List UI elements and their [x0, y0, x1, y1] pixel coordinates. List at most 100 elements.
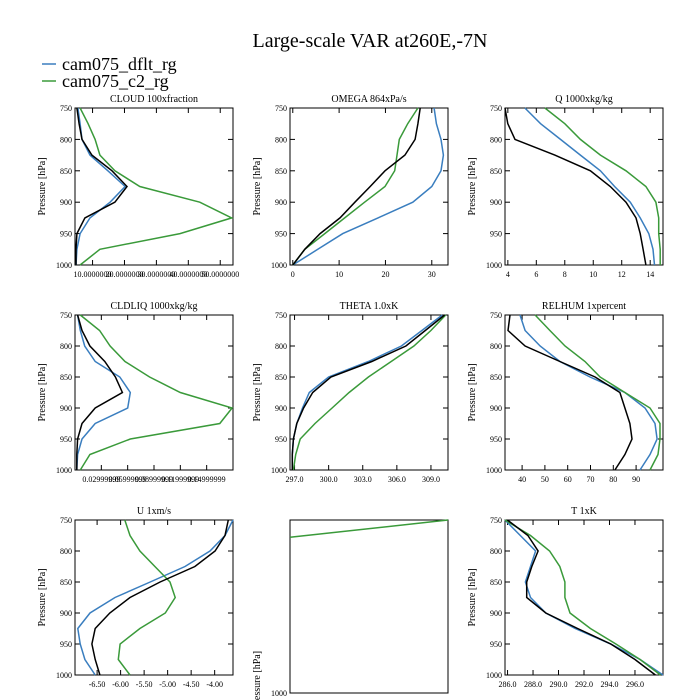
- profile-line: [292, 107, 419, 266]
- x-tick-label: 90: [632, 475, 640, 484]
- x-tick-label: 309.0: [422, 475, 440, 484]
- profile-line: [289, 519, 449, 539]
- x-tick-label: -5.50: [136, 680, 153, 689]
- y-axis-label: Pressure [hPa]: [467, 568, 478, 626]
- y-tick-label: 950: [60, 230, 72, 239]
- chart-title: Large-scale VAR at260E,-7N: [253, 30, 488, 52]
- profile-line: [117, 519, 177, 676]
- y-tick-label: 750: [490, 311, 502, 320]
- y-axis-label: Pressure [hPa]: [37, 157, 48, 215]
- profile-line: [75, 107, 127, 266]
- x-tick-label: 50.0000000: [201, 270, 239, 279]
- x-tick-label: 8: [563, 270, 567, 279]
- legend-label: cam075_dflt_rg: [62, 54, 177, 74]
- panel-title: CLDLIQ 1000xkg/kg: [111, 301, 198, 312]
- panel-title: OMEGA 864xPa/s: [331, 94, 406, 105]
- y-tick-label: 850: [60, 373, 72, 382]
- y-tick-label: 950: [275, 230, 287, 239]
- y-tick-label: 800: [275, 342, 287, 351]
- plot-frame: [74, 314, 234, 471]
- y-axis-label: Pressure [hPa]: [252, 157, 263, 215]
- panel-title: U 1xm/s: [137, 506, 171, 517]
- x-tick-label: 290.0: [550, 680, 568, 689]
- x-tick-label: -4.00: [206, 680, 223, 689]
- profile-line: [291, 314, 446, 470]
- x-tick-label: 10: [589, 270, 597, 279]
- x-tick-label: -6.00: [112, 680, 129, 689]
- y-tick-label: 800: [490, 547, 502, 556]
- y-tick-label: 900: [60, 609, 72, 618]
- y-tick-label: 1000: [56, 466, 72, 475]
- y-axis-label: Pressure [hPa]: [252, 651, 263, 700]
- profile-line: [292, 107, 421, 266]
- x-tick-label: 286.0: [499, 680, 517, 689]
- y-tick-label: 750: [490, 104, 502, 113]
- panel-title: RELHUM 1xpercent: [542, 301, 626, 312]
- profile-line: [91, 519, 230, 676]
- x-tick-label: 40.0000000: [169, 270, 207, 279]
- x-tick-label: 4: [506, 270, 510, 279]
- x-tick-label: 20.0000000: [105, 270, 143, 279]
- y-axis-label: Pressure [hPa]: [467, 157, 478, 215]
- y-tick-label: 800: [275, 135, 287, 144]
- y-tick-label: 750: [490, 516, 502, 525]
- plot-frame: [74, 519, 234, 676]
- y-tick-label: 750: [60, 516, 72, 525]
- y-tick-label: 850: [60, 578, 72, 587]
- legend-label: cam075_c2_rg: [62, 71, 169, 91]
- profile-line: [76, 314, 132, 471]
- y-tick-label: 750: [60, 104, 72, 113]
- y-tick-label: 850: [60, 167, 72, 176]
- y-tick-label: 850: [275, 373, 287, 382]
- y-tick-label: 850: [490, 578, 502, 587]
- y-tick-label: 950: [275, 435, 287, 444]
- y-tick-label: 1000: [271, 689, 287, 698]
- x-tick-label: 0: [291, 270, 295, 279]
- profile-line: [507, 519, 656, 676]
- y-tick-label: 800: [60, 135, 72, 144]
- x-tick-label: 0.11999999: [161, 475, 199, 484]
- plot-frame: [289, 314, 449, 471]
- profile-line: [76, 314, 124, 470]
- y-tick-label: 900: [275, 198, 287, 207]
- y-tick-label: 750: [60, 311, 72, 320]
- y-tick-label: 950: [490, 640, 502, 649]
- profile-line: [79, 314, 234, 471]
- plot-frame: [289, 519, 449, 694]
- x-tick-label: 14: [646, 270, 654, 279]
- x-tick-label: 294.0: [600, 680, 618, 689]
- y-tick-label: 900: [490, 198, 502, 207]
- x-tick-label: 30.0000000: [137, 270, 175, 279]
- y-tick-label: 850: [490, 373, 502, 382]
- profile-line: [504, 519, 661, 676]
- x-tick-label: 306.0: [388, 475, 406, 484]
- x-tick-label: 50: [541, 475, 549, 484]
- y-tick-label: 950: [60, 435, 72, 444]
- y-tick-label: 900: [60, 198, 72, 207]
- x-tick-label: 12: [618, 270, 626, 279]
- y-tick-label: 1000: [486, 261, 502, 270]
- y-tick-label: 900: [490, 609, 502, 618]
- y-tick-label: 1000: [271, 261, 287, 270]
- x-tick-label: 6: [534, 270, 538, 279]
- x-tick-label: 303.0: [354, 475, 372, 484]
- y-tick-label: 750: [275, 311, 287, 320]
- y-tick-label: 1000: [486, 466, 502, 475]
- y-tick-label: 950: [490, 435, 502, 444]
- panel-title: Q 1000xkg/kg: [555, 94, 613, 105]
- x-tick-label: 0.05999999: [109, 475, 147, 484]
- x-tick-label: -5.00: [159, 680, 176, 689]
- x-tick-label: 297.0: [286, 475, 304, 484]
- x-tick-label: 296.0: [626, 680, 644, 689]
- profile-line: [77, 519, 234, 676]
- panel-title: CLOUD 100xfraction: [110, 94, 198, 105]
- profile-line: [507, 314, 633, 471]
- y-tick-label: 950: [60, 640, 72, 649]
- x-tick-label: 288.0: [524, 680, 542, 689]
- y-tick-label: 850: [275, 167, 287, 176]
- x-tick-label: 0.08999999: [135, 475, 173, 484]
- y-tick-label: 800: [60, 547, 72, 556]
- profile-line: [75, 107, 128, 265]
- x-tick-label: 60: [564, 475, 572, 484]
